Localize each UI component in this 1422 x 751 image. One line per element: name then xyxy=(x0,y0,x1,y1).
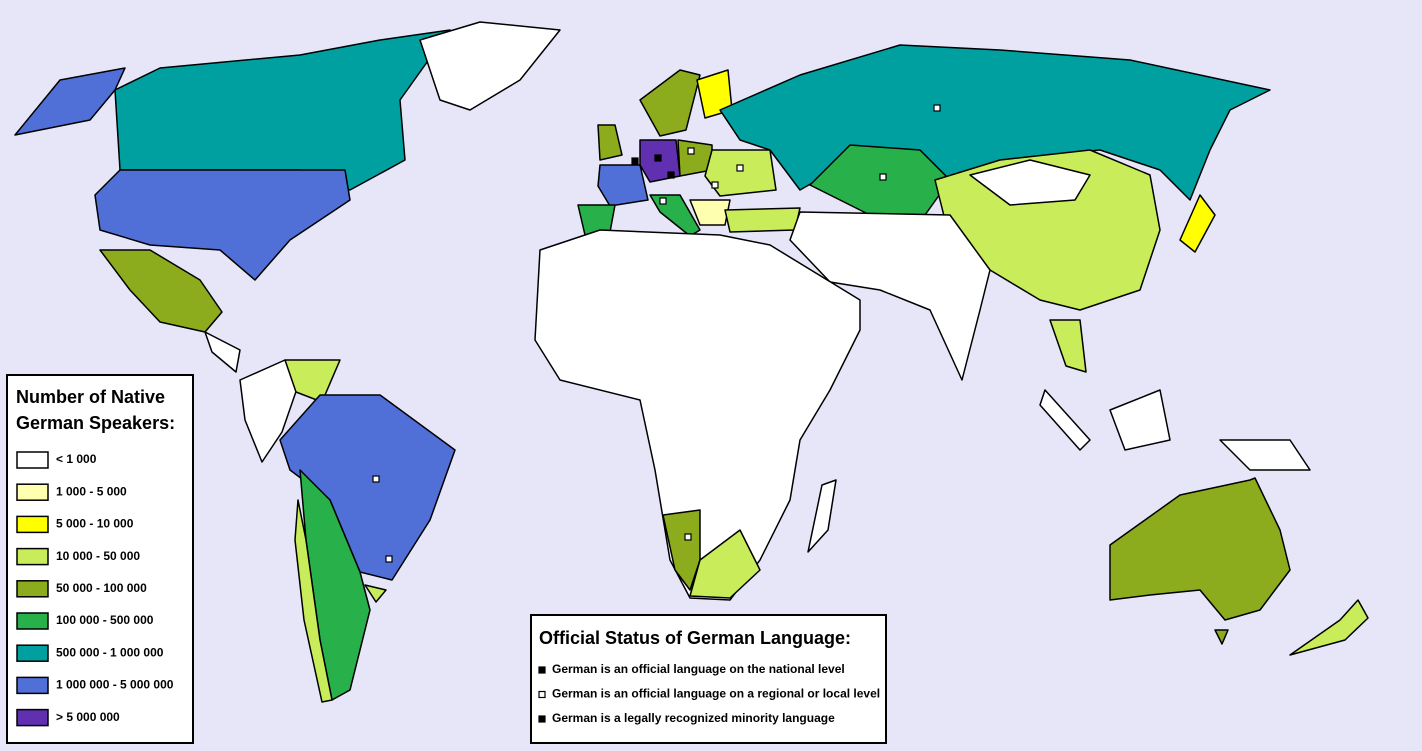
marker xyxy=(711,181,719,189)
uruguay xyxy=(364,584,387,603)
chile xyxy=(294,499,333,703)
thailand xyxy=(1049,319,1087,373)
scandinavia xyxy=(639,69,701,137)
madagascar xyxy=(807,479,837,553)
italy xyxy=(649,194,701,237)
marker xyxy=(687,147,695,155)
marker xyxy=(372,475,380,483)
legend-label: 10 000 - 50 000 xyxy=(56,549,140,563)
usa xyxy=(94,169,351,281)
legend-label: 500 000 - 1 000 000 xyxy=(56,645,164,659)
borneo xyxy=(1109,389,1171,451)
legend-label: 1 000 - 5 000 xyxy=(56,484,127,498)
australia xyxy=(1109,477,1291,621)
russia xyxy=(719,44,1271,201)
marker xyxy=(879,173,887,181)
marker xyxy=(684,533,692,541)
namibia xyxy=(662,509,701,591)
legend-swatch xyxy=(16,708,49,727)
legend-title: German Speakers: xyxy=(16,413,175,433)
marker xyxy=(659,197,667,205)
legend-swatch xyxy=(16,644,49,662)
asia-south xyxy=(789,211,991,381)
balkans xyxy=(689,199,731,226)
legend-swatch xyxy=(16,612,49,630)
legend-title: Official Status of German Language: xyxy=(539,628,851,648)
legend-label: < 1 000 xyxy=(56,452,97,466)
marker xyxy=(631,157,639,165)
indonesia xyxy=(1039,389,1091,451)
greenland xyxy=(419,21,561,111)
legend-swatch xyxy=(16,483,49,501)
countries xyxy=(14,21,1369,703)
tasmania xyxy=(1214,629,1229,645)
legend-label: 50 000 - 100 000 xyxy=(56,581,147,595)
new-guinea xyxy=(1219,439,1311,471)
mexico xyxy=(99,249,223,333)
marker xyxy=(933,104,941,112)
legend-label: German is a legally recognized minority … xyxy=(552,711,835,725)
legend-entries: German is an official language on the na… xyxy=(538,662,880,725)
marker xyxy=(667,171,675,179)
japan xyxy=(1179,194,1216,253)
legend-label: 5 000 - 10 000 xyxy=(56,517,134,531)
legend-label: 1 000 000 - 5 000 000 xyxy=(56,678,174,692)
legend-label: German is an official language on the na… xyxy=(552,662,845,676)
status-markers xyxy=(372,104,941,563)
legend-swatch xyxy=(16,580,49,598)
uk xyxy=(597,124,623,161)
central-america xyxy=(204,331,241,373)
legend-marker xyxy=(538,715,546,723)
marker xyxy=(385,555,393,563)
legend-label: German is an official language on a regi… xyxy=(552,687,880,701)
legend-marker xyxy=(538,690,546,699)
africa xyxy=(534,229,861,601)
mongolia xyxy=(969,159,1091,206)
legend-swatch xyxy=(16,515,49,534)
legend-swatch xyxy=(16,676,49,695)
legend-swatch xyxy=(16,451,49,469)
marker xyxy=(736,164,744,172)
legend-title: Number of Native xyxy=(16,387,165,407)
marker xyxy=(654,154,662,162)
legend-swatch xyxy=(16,547,49,566)
turkey xyxy=(724,207,801,233)
legend-marker xyxy=(538,666,546,674)
south-africa xyxy=(689,529,761,599)
legend-box xyxy=(530,614,887,744)
eastern-europe xyxy=(704,149,777,197)
legend-label: > 5 000 000 xyxy=(56,710,120,724)
new-zealand xyxy=(1289,599,1369,656)
legend-entries: < 1 000 1 000 - 5 000 5 000 - 10 000 10 000… xyxy=(16,451,174,727)
france xyxy=(597,164,649,207)
legend-label: 100 000 - 500 000 xyxy=(56,613,154,627)
